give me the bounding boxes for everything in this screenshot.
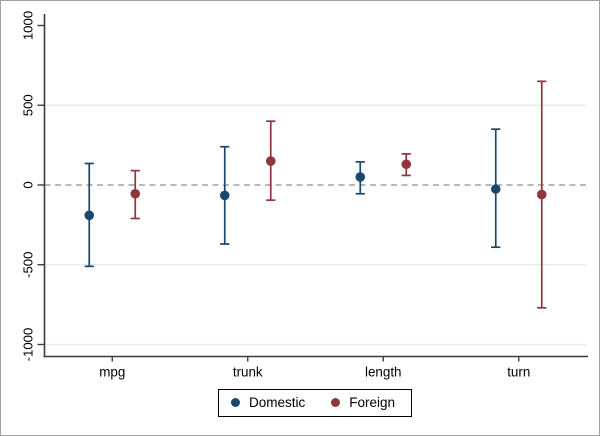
estimate-dot [130, 188, 141, 199]
y-tick-label: 0 [21, 181, 36, 188]
legend-item-foreign: Foreign [331, 396, 395, 410]
estimate-dot [355, 172, 366, 182]
estimate-dot [265, 156, 276, 166]
estimate-dot [490, 184, 501, 194]
estimate-dot [219, 190, 230, 201]
y-tick-label: -500 [21, 252, 36, 278]
legend: Domestic Foreign [217, 389, 413, 417]
x-category-label: turn [507, 365, 530, 380]
y-tick-label: -1000 [21, 328, 36, 362]
foreign-marker-icon [331, 398, 341, 408]
x-category-label: trunk [233, 365, 263, 380]
legend-label-foreign: Foreign [349, 395, 396, 410]
legend-label-domestic: Domestic [248, 395, 306, 410]
y-tick-label: 500 [21, 94, 36, 116]
x-category-label: mpg [99, 365, 125, 380]
legend-item-domestic: Domestic [230, 395, 306, 410]
estimate-dot [84, 210, 95, 221]
y-tick-label: 1000 [21, 11, 36, 40]
domestic-marker-icon [230, 398, 240, 408]
estimate-dot [401, 159, 412, 170]
x-category-label: length [365, 365, 401, 380]
estimate-dot [536, 189, 547, 200]
